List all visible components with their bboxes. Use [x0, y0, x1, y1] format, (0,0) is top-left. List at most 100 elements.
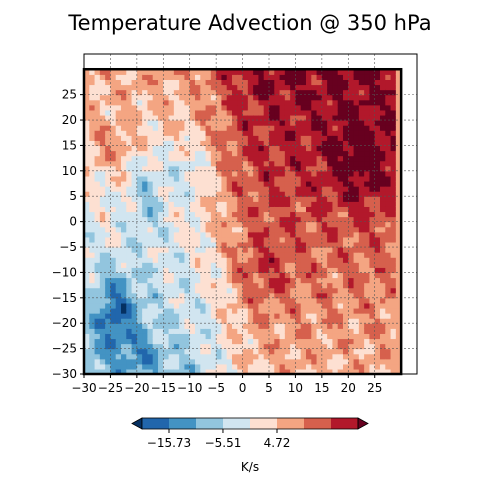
- heatmap-cell: [311, 287, 318, 294]
- heatmap-cell: [136, 343, 143, 350]
- heatmap-cell: [131, 226, 138, 233]
- heatmap-cell: [300, 338, 307, 345]
- heatmap-cell: [353, 99, 360, 106]
- heatmap-cell: [390, 165, 397, 172]
- heatmap-cell: [353, 140, 360, 147]
- heatmap-cell: [390, 206, 397, 213]
- heatmap-cell: [274, 191, 281, 197]
- heatmap-cell: [300, 358, 307, 365]
- heatmap-cell: [110, 196, 117, 202]
- y-tick-label: −15: [52, 291, 77, 305]
- heatmap-cell: [380, 262, 386, 268]
- heatmap-cell: [327, 363, 334, 370]
- heatmap-cell: [253, 287, 260, 294]
- heatmap-cell: [295, 130, 302, 136]
- heatmap-cell: [126, 262, 133, 268]
- heatmap-cell: [105, 74, 112, 80]
- heatmap-cell: [385, 323, 392, 329]
- heatmap-cell: [353, 69, 360, 75]
- heatmap-cell: [152, 241, 159, 248]
- heatmap-cell: [168, 247, 175, 253]
- heatmap-cell: [105, 292, 112, 299]
- heatmap-cell: [168, 353, 175, 360]
- heatmap-cell: [253, 338, 260, 345]
- heatmap-cell: [84, 241, 90, 248]
- heatmap-cell: [316, 201, 323, 207]
- heatmap-cell: [232, 262, 238, 268]
- heatmap-cell: [284, 241, 291, 248]
- heatmap-cell: [205, 267, 212, 274]
- heatmap-cell: [216, 109, 223, 116]
- heatmap-cell: [263, 307, 270, 314]
- heatmap-cell: [158, 74, 164, 80]
- heatmap-cell: [390, 241, 397, 248]
- heatmap-cell: [274, 313, 281, 319]
- heatmap-cell: [158, 348, 164, 355]
- heatmap-cell: [163, 201, 170, 207]
- heatmap-cell: [173, 120, 180, 126]
- heatmap-cell: [311, 74, 318, 80]
- heatmap-cell: [136, 180, 143, 187]
- heatmap-cell: [295, 292, 302, 299]
- heatmap-cell: [306, 140, 312, 147]
- heatmap-cell: [168, 231, 175, 238]
- heatmap-cell: [269, 84, 275, 91]
- heatmap-cell: [374, 221, 381, 228]
- heatmap-cell: [337, 74, 344, 80]
- heatmap-cell: [210, 226, 217, 233]
- heatmap-cell: [136, 211, 143, 218]
- heatmap-cell: [348, 343, 355, 350]
- heatmap-cell: [158, 338, 164, 345]
- heatmap-cell: [369, 196, 376, 202]
- heatmap-cell: [173, 226, 180, 233]
- heatmap-cell: [226, 109, 233, 116]
- heatmap-cell: [136, 328, 143, 334]
- heatmap-cell: [274, 363, 281, 370]
- heatmap-cell: [173, 363, 180, 370]
- heatmap-cell: [105, 99, 112, 106]
- heatmap-cell: [136, 348, 143, 355]
- heatmap-cell: [99, 282, 106, 289]
- heatmap-cell: [147, 94, 154, 101]
- heatmap-cell: [152, 272, 159, 279]
- colorbar-extend-low: [131, 417, 143, 430]
- heatmap-cell: [89, 343, 96, 350]
- heatmap-cell: [163, 155, 170, 162]
- heatmap-cell: [105, 216, 112, 223]
- heatmap-cell: [316, 191, 323, 197]
- heatmap-cell: [274, 104, 281, 111]
- heatmap-cell: [343, 348, 349, 355]
- heatmap-cell: [253, 191, 260, 197]
- heatmap-cell: [89, 99, 96, 106]
- heatmap-cell: [142, 89, 149, 96]
- heatmap-cell: [142, 323, 149, 329]
- heatmap-cell: [263, 155, 270, 162]
- heatmap-cell: [253, 89, 260, 96]
- heatmap-cell: [232, 186, 238, 192]
- heatmap-cell: [195, 226, 201, 233]
- heatmap-cell: [195, 135, 201, 141]
- heatmap-cell: [269, 180, 275, 187]
- heatmap-cell: [237, 318, 244, 324]
- heatmap-cell: [99, 186, 106, 192]
- heatmap-cell: [395, 252, 402, 258]
- heatmap-cell: [99, 104, 106, 111]
- heatmap-cell: [332, 302, 339, 309]
- heatmap-cell: [390, 287, 397, 294]
- heatmap-cell: [147, 201, 154, 207]
- heatmap-cell: [221, 74, 228, 80]
- heatmap-cell: [152, 247, 159, 253]
- heatmap-cell: [290, 343, 297, 350]
- heatmap-cell: [364, 267, 371, 274]
- heatmap-cell: [121, 206, 127, 213]
- heatmap-cell: [232, 236, 238, 243]
- heatmap-cell: [290, 338, 297, 345]
- heatmap-cell: [348, 150, 355, 157]
- heatmap-cell: [189, 175, 196, 182]
- heatmap-cell: [263, 109, 270, 116]
- heatmap-cell: [99, 272, 106, 279]
- heatmap-cell: [237, 236, 244, 243]
- heatmap-cell: [390, 69, 397, 75]
- heatmap-cell: [99, 307, 106, 314]
- heatmap-cell: [279, 292, 286, 299]
